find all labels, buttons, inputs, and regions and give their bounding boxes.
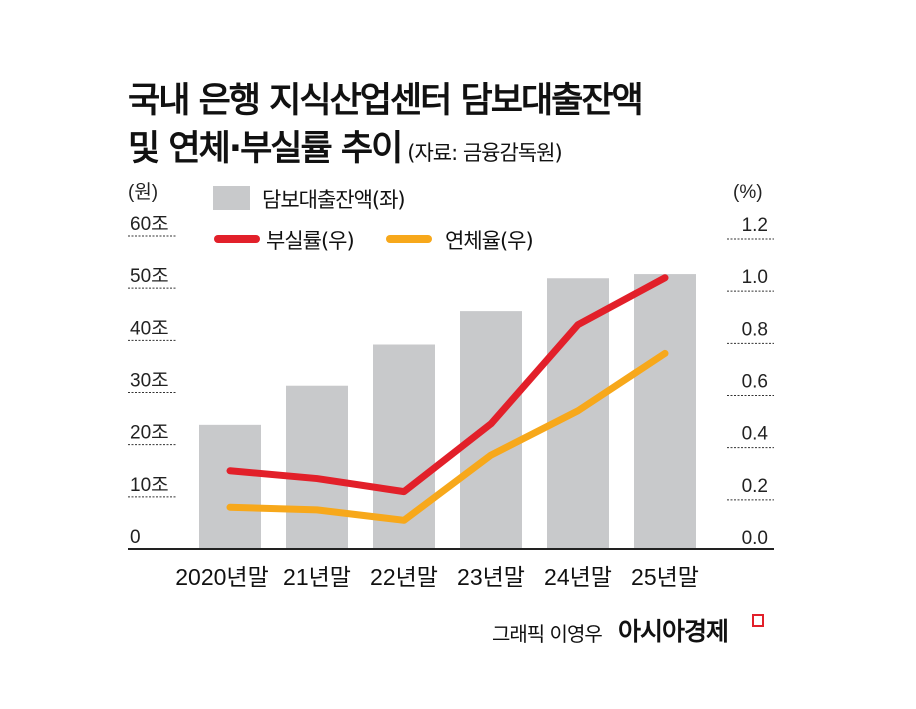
x-axis-label: 24년말 [544, 564, 612, 590]
bar-loan-balance [634, 274, 696, 549]
legend-label-delinquency: 연체율(우) [445, 229, 533, 253]
bar-loan-balance [199, 424, 261, 549]
right-axis-tick-label: 1.2 [742, 215, 768, 236]
left-axis-unit: (원) [128, 181, 158, 203]
right-axis-tick-label: 0.4 [742, 424, 769, 445]
right-axis-tick-label: 0.2 [742, 476, 768, 497]
chart-title-line1: 국내 은행 지식산업센터 담보대출잔액 [128, 81, 644, 121]
right-axis-unit: (%) [733, 182, 763, 203]
left-axis-tick-label: 60조 [130, 214, 169, 235]
right-axis-tick-label: 0.0 [742, 528, 768, 549]
graphic-credit: 그래픽 이영우 [492, 622, 603, 646]
chart-title-line2: 및 연체·부실률 추이 (자료: 금융감독원) [128, 120, 563, 171]
x-axis-label: 22년말 [370, 564, 438, 590]
right-axis-tick-label: 0.8 [742, 319, 768, 340]
x-axis-label: 23년말 [457, 564, 525, 590]
source-note: (자료: 금융감독원) [407, 141, 562, 165]
right-axis-tick-label: 0.6 [742, 372, 768, 393]
left-axis-tick-label: 50조 [130, 266, 169, 287]
left-axis-tick-label: 10조 [130, 475, 169, 496]
line-delinquency-rate [226, 349, 669, 524]
x-axis-label: 21년말 [283, 564, 351, 590]
left-axis-tick-label: 0 [130, 527, 141, 548]
right-axis-tick-label: 1.0 [742, 267, 768, 288]
x-axis-label: 2020년말 [175, 564, 269, 590]
chart-title-line2-text: 및 연체·부실률 추이 [128, 129, 403, 169]
legend-label-npl: 부실률(우) [266, 229, 354, 253]
legend-label-loan-balance: 담보대출잔액(좌) [262, 188, 405, 212]
left-axis-tick-label: 30조 [130, 371, 169, 392]
legend-swatch-loan-balance [213, 186, 250, 210]
bar-loan-balance [460, 311, 522, 549]
bar-loan-balance [286, 385, 348, 549]
line-npl-ratio [226, 274, 669, 496]
x-axis-label: 25년말 [631, 564, 699, 590]
publisher-logo: 아시아경제 [618, 617, 729, 646]
left-axis-tick-label: 20조 [130, 423, 169, 444]
logo-mark-icon [752, 614, 764, 627]
left-axis-tick-label: 40조 [130, 318, 169, 339]
